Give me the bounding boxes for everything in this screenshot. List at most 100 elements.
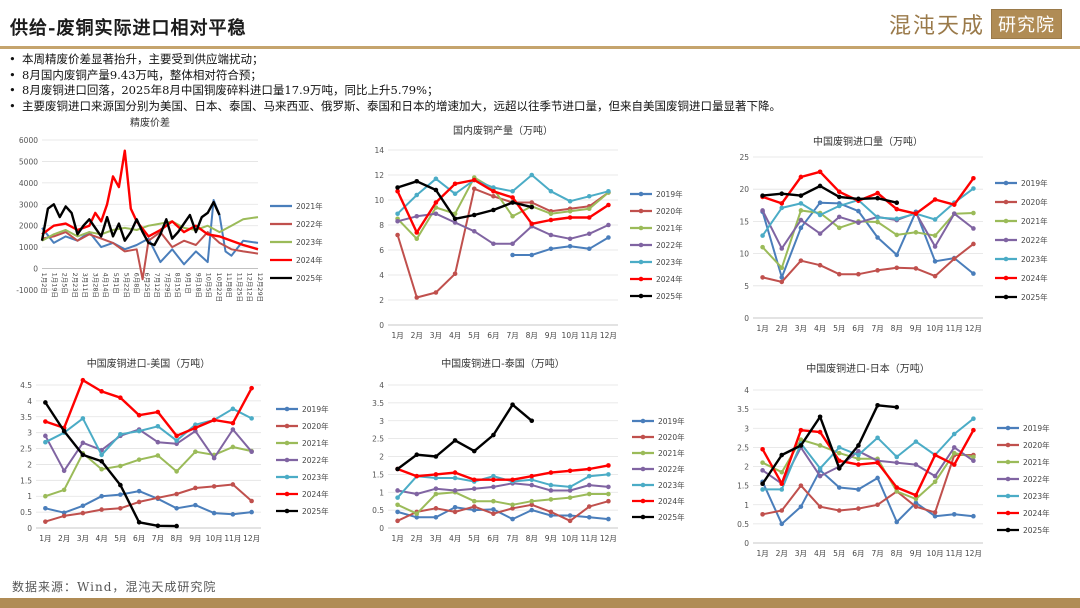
- data-point: [433, 475, 439, 481]
- data-point: [894, 485, 900, 490]
- data-point: [567, 243, 573, 249]
- series-line-2021年: [45, 446, 252, 498]
- data-point: [452, 191, 458, 197]
- data-point: [798, 258, 804, 263]
- series-line-2021年: [396, 176, 610, 240]
- data-point: [894, 454, 900, 460]
- data-point: [193, 449, 198, 455]
- data-point: [529, 507, 535, 513]
- legend-label: 2024年: [1023, 508, 1050, 518]
- data-point: [586, 215, 592, 220]
- data-point: [913, 439, 919, 444]
- series-line-2024年: [41, 149, 259, 251]
- legend-marker: [640, 514, 646, 520]
- data-point: [155, 424, 161, 429]
- data-point: [136, 428, 142, 434]
- data-point: [155, 409, 161, 415]
- data-point: [230, 482, 236, 487]
- legend-marker: [638, 208, 644, 214]
- data-point: [760, 244, 765, 250]
- data-point: [395, 218, 400, 224]
- data-point: [510, 241, 515, 247]
- data-point: [760, 468, 765, 473]
- data-point: [491, 498, 496, 504]
- data-point: [817, 183, 823, 189]
- data-point: [606, 235, 611, 240]
- data-point: [567, 518, 573, 524]
- chart-svg: 中国废铜进口-泰国（万吨） 0 0.5 1 1.5 2 2.5 3 3.5 4 1月 2月 3月 4月 5月…: [372, 357, 685, 543]
- y-tick-label: 0: [744, 539, 749, 548]
- data-point: [836, 194, 842, 200]
- legend-marker: [1005, 459, 1011, 465]
- legend-label: 2021年: [1021, 216, 1048, 226]
- data-point: [395, 211, 400, 217]
- legend-marker: [638, 293, 644, 299]
- legend-item: 2025年: [276, 506, 329, 516]
- data-point: [414, 295, 420, 300]
- data-point: [760, 275, 765, 280]
- data-point: [779, 469, 785, 475]
- data-point: [798, 208, 804, 213]
- data-point: [43, 519, 48, 524]
- legend-label: 2019年: [1021, 178, 1048, 188]
- y-tick-label: 2.5: [737, 443, 749, 452]
- x-tick-label: 6月: [852, 324, 864, 333]
- data-point: [817, 473, 823, 479]
- data-point: [471, 477, 477, 483]
- series-line-2024年: [396, 178, 610, 234]
- data-point: [230, 512, 236, 517]
- legend-item: 2023年: [995, 254, 1048, 264]
- x-tick-label: 2月5日: [61, 273, 69, 294]
- data-point: [452, 475, 458, 481]
- data-point: [932, 513, 938, 519]
- legend-item: 2021年: [997, 457, 1050, 467]
- series-line-2021年: [761, 209, 974, 269]
- x-tick-label: 9月1日: [184, 273, 192, 294]
- data-point: [118, 431, 123, 437]
- data-point: [529, 418, 535, 424]
- data-point: [932, 244, 938, 249]
- data-point: [395, 232, 400, 238]
- y-tick-label: 0: [744, 314, 749, 323]
- data-point: [586, 514, 592, 520]
- data-point: [586, 193, 592, 199]
- x-tick-label: 12月: [600, 534, 617, 543]
- data-point: [211, 417, 217, 423]
- data-point: [433, 486, 439, 491]
- y-tick-label: 1.5: [372, 470, 384, 479]
- data-point: [817, 231, 823, 236]
- chart-svg: 精废价差 -1000 0 1000 2000 3000 4000 5000 6000 1月2日 1月…: [16, 116, 323, 302]
- series-line-2022年: [397, 212, 609, 245]
- data-point: [491, 507, 496, 512]
- y-tick-label: 0.5: [737, 520, 749, 529]
- data-point: [61, 468, 67, 474]
- data-point: [136, 488, 142, 494]
- x-tick-label: 1月: [39, 534, 51, 543]
- legend-label: 2022年: [1021, 235, 1048, 245]
- legend-label: 2022年: [658, 464, 685, 474]
- series-line-2025年: [44, 401, 177, 528]
- data-point: [43, 439, 48, 445]
- legend-marker: [638, 225, 644, 231]
- data-point: [894, 404, 900, 410]
- bullet-item: 主要废铜进口来源国分别为美国、日本、泰国、马来西亚、俄罗斯、泰国和日本的增速加大…: [6, 99, 781, 115]
- data-point: [452, 220, 458, 225]
- data-point: [971, 241, 976, 247]
- data-point: [433, 491, 439, 497]
- x-tick-label: 3月: [795, 549, 807, 558]
- series-line-2020年: [762, 243, 975, 283]
- x-tick-label: 10月: [927, 324, 944, 333]
- data-point: [567, 215, 573, 220]
- y-tick-label: 5: [744, 282, 749, 291]
- legend-item: 2022年: [276, 455, 329, 465]
- legend-item: 2022年: [997, 474, 1050, 484]
- legend-marker: [638, 191, 644, 197]
- data-point: [395, 518, 400, 524]
- series-line-2023年: [761, 187, 974, 237]
- chart-title: 国内废铜产量（万吨）: [453, 124, 553, 137]
- x-tick-label: 3月: [795, 324, 807, 333]
- data-point: [760, 233, 765, 238]
- y-tick-label: 0.5: [372, 506, 384, 515]
- data-point: [894, 216, 900, 222]
- series-line-2024年: [762, 170, 975, 215]
